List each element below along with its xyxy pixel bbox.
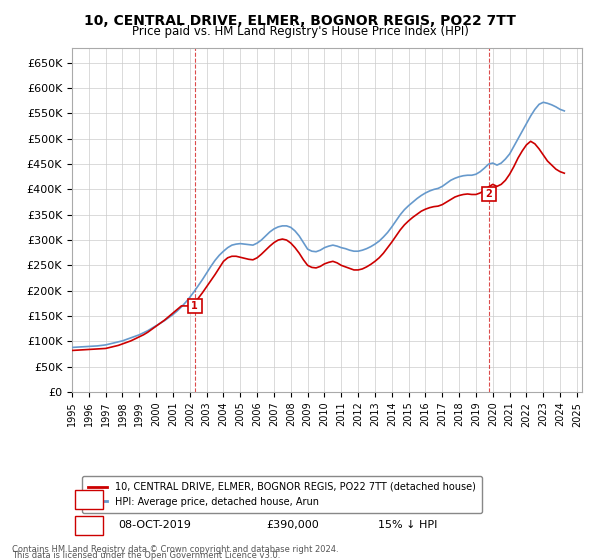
- Legend: 10, CENTRAL DRIVE, ELMER, BOGNOR REGIS, PO22 7TT (detached house), HPI: Average : 10, CENTRAL DRIVE, ELMER, BOGNOR REGIS, …: [82, 476, 482, 512]
- Text: This data is licensed under the Open Government Licence v3.0.: This data is licensed under the Open Gov…: [12, 551, 280, 560]
- Text: 2: 2: [85, 520, 92, 530]
- FancyBboxPatch shape: [74, 516, 103, 535]
- Text: 1: 1: [191, 301, 198, 311]
- Text: Price paid vs. HM Land Registry's House Price Index (HPI): Price paid vs. HM Land Registry's House …: [131, 25, 469, 38]
- Text: £169,950: £169,950: [266, 494, 319, 504]
- Text: 12-APR-2002: 12-APR-2002: [118, 494, 190, 504]
- Text: 15% ↓ HPI: 15% ↓ HPI: [378, 520, 437, 530]
- Text: 10, CENTRAL DRIVE, ELMER, BOGNOR REGIS, PO22 7TT: 10, CENTRAL DRIVE, ELMER, BOGNOR REGIS, …: [84, 14, 516, 28]
- Text: Contains HM Land Registry data © Crown copyright and database right 2024.: Contains HM Land Registry data © Crown c…: [12, 544, 338, 554]
- Text: 08-OCT-2019: 08-OCT-2019: [118, 520, 191, 530]
- FancyBboxPatch shape: [74, 490, 103, 509]
- Text: 2: 2: [485, 189, 492, 199]
- Text: £390,000: £390,000: [266, 520, 319, 530]
- Text: 1: 1: [85, 494, 92, 504]
- Text: 17% ↓ HPI: 17% ↓ HPI: [378, 494, 437, 504]
